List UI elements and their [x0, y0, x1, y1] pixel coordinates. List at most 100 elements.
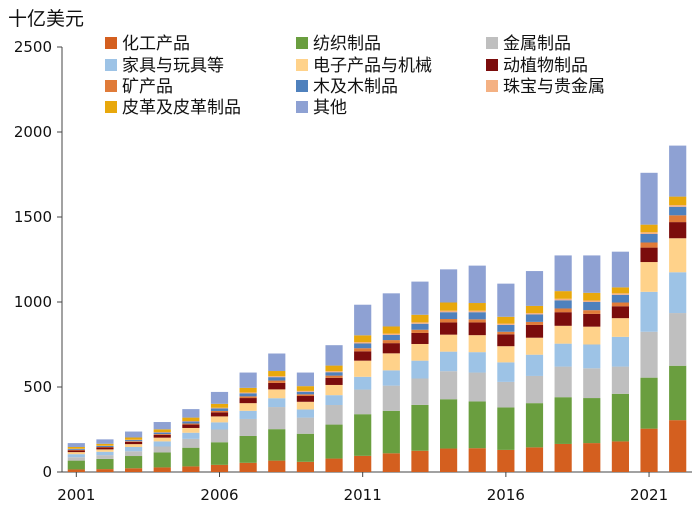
bar-segment [96, 451, 114, 456]
bar-segment [354, 335, 372, 343]
bar-segment [96, 447, 114, 450]
bar-segment [640, 224, 658, 233]
legend-item: 金属制品 [486, 34, 571, 54]
legend-label: 其他 [313, 98, 347, 118]
bar-stack-2018 [554, 255, 572, 472]
bar-segment [268, 429, 286, 461]
bar-segment [382, 333, 400, 335]
bar-segment [468, 303, 486, 311]
bar-segment [153, 432, 171, 435]
bar-segment [239, 403, 257, 411]
bar-segment [411, 450, 429, 472]
bar-segment [210, 410, 229, 413]
legend-swatch [296, 80, 308, 92]
bar-segment [468, 265, 486, 304]
x-tick-label: 2016 [487, 486, 525, 504]
bar-segment [182, 427, 200, 433]
bar-segment [125, 456, 143, 469]
bar-segment [669, 420, 687, 472]
bar-segment [411, 314, 429, 323]
legend-label: 皮革及皮革制品 [122, 98, 241, 118]
bar-stack-2002 [96, 439, 114, 472]
bar-segment [239, 372, 257, 388]
axes: 0 500 1000 1500 2000 2500 2001 2006 2011 2016 2021 [14, 38, 692, 504]
bar-segment [497, 334, 515, 347]
bar-segment [96, 447, 114, 448]
bar-segment [125, 447, 143, 452]
bar-segment [382, 326, 400, 334]
bar-segment [669, 215, 687, 223]
bar-segment [210, 422, 229, 430]
bar-segment [583, 326, 601, 345]
legend-item: 动植物制品 [486, 56, 588, 76]
bar-segment [497, 449, 515, 472]
x-tick-label: 2011 [344, 486, 382, 504]
bar-segment [554, 343, 572, 367]
bar-segment [382, 293, 400, 327]
legend-item: 矿产品 [105, 77, 173, 97]
bar-segment [210, 391, 229, 404]
bar-segment [354, 304, 372, 336]
bar-segment [239, 387, 257, 393]
legend-swatch [105, 101, 117, 113]
bar-segment [210, 403, 229, 408]
bar-segment [125, 431, 143, 438]
bar-segment [497, 316, 515, 324]
legend-label: 珠宝与贵金属 [503, 77, 605, 97]
bar-segment [669, 272, 687, 314]
bar-segment [440, 312, 458, 319]
bar-segment [411, 323, 429, 330]
bar-segment [210, 442, 229, 465]
bar-segment [468, 335, 486, 353]
bar-segment [96, 449, 114, 452]
bar-segment [611, 302, 629, 307]
y-tick-label: 500 [23, 378, 52, 396]
bar-segment [96, 445, 114, 448]
bar-segment [468, 401, 486, 449]
bar-segment [325, 395, 343, 406]
bar-segment [640, 331, 658, 378]
bar-segment [239, 393, 257, 397]
bar-segment [554, 312, 572, 326]
bar-stack-2007 [239, 372, 257, 472]
bar-segment [669, 365, 687, 421]
bar-segment [125, 437, 143, 440]
bar-segment [153, 441, 171, 447]
bar-segment [468, 310, 486, 313]
bar-segment [440, 334, 458, 352]
bar-segment [440, 269, 458, 303]
bar-segment [611, 251, 629, 288]
bar-segment [153, 434, 171, 435]
bar-segment [96, 469, 114, 472]
bar-segment [67, 460, 85, 470]
bar-segment [554, 443, 572, 472]
bar-segment [325, 345, 343, 366]
bar-segment [268, 371, 286, 377]
legend-item: 纺织制品 [296, 34, 381, 54]
bar-segment [67, 454, 85, 458]
bar-segment [182, 421, 200, 422]
legend-swatch [296, 101, 308, 113]
bar-segment [382, 334, 400, 341]
bar-segment [182, 466, 200, 472]
bar-segment [354, 455, 372, 472]
bar-stack-2019 [583, 255, 601, 472]
legend-item: 木及木制品 [296, 77, 398, 97]
legend-label: 纺织制品 [313, 34, 381, 54]
bar-segment [96, 458, 114, 470]
legend-item: 珠宝与贵金属 [486, 77, 605, 97]
bar-segment [411, 404, 429, 451]
bar-segment [411, 360, 429, 379]
bar-segment [296, 417, 314, 434]
bar-segment [525, 403, 544, 448]
legend-item: 皮革及皮革制品 [105, 98, 241, 118]
bar-segment [239, 398, 257, 404]
legend-item: 化工产品 [105, 34, 190, 54]
bar-stack-2009 [296, 372, 314, 472]
bar-segment [382, 370, 400, 386]
bar-segment [468, 312, 486, 320]
bar-segment [354, 343, 372, 349]
bar-segment [440, 319, 458, 323]
bar-segment [67, 443, 85, 448]
legend-label: 化工产品 [122, 34, 190, 54]
